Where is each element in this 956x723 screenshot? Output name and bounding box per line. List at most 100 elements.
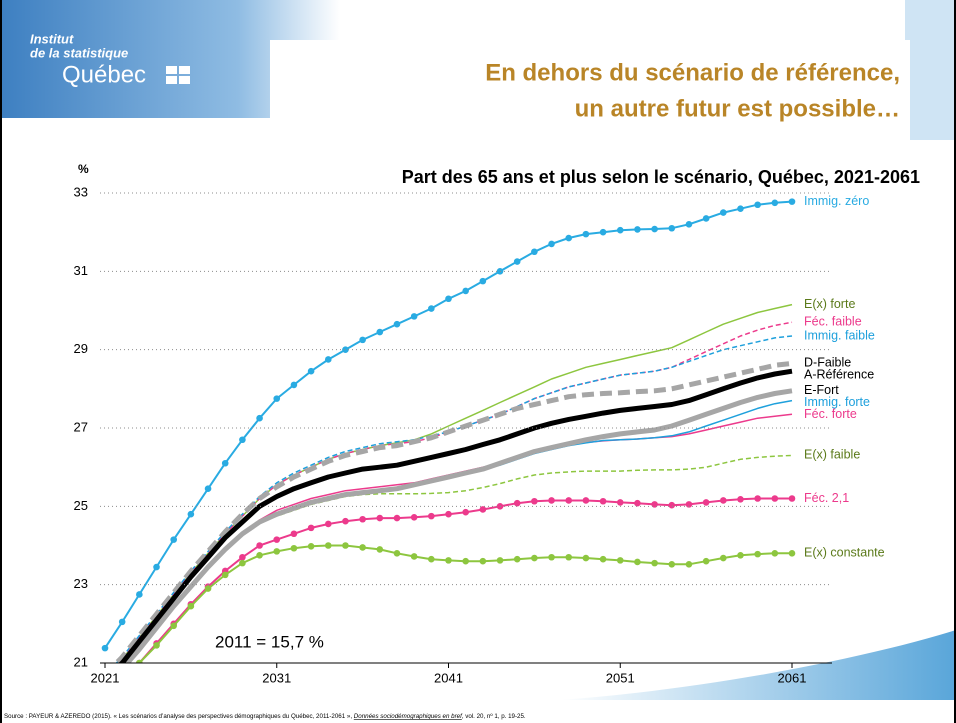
marker [307,367,315,375]
y-tick-label: 33 [74,184,88,199]
marker [531,248,538,256]
marker [702,499,710,506]
marker [445,295,452,303]
marker [376,514,384,522]
marker [359,544,366,551]
marker [702,215,710,222]
marker [565,234,573,242]
y-tick-label: 25 [74,498,88,513]
marker [788,198,796,205]
marker [634,499,641,507]
marker [668,561,676,568]
marker [737,551,744,559]
logo-line: Institut [30,31,74,46]
marker [479,557,487,565]
marker [616,226,624,234]
y-tick-label: 23 [74,576,88,591]
logo-line: de la statistique [30,45,128,60]
heading: En dehors du scénario de référence, [485,59,900,86]
marker [221,459,229,467]
marker [720,497,727,504]
banner-right [905,0,956,140]
marker [204,585,212,592]
logo-flag [166,66,190,84]
marker [153,563,160,571]
source-details: , vol. 20, nº 1, p. 19-25. [462,713,526,720]
chart-title: Part des 65 ans et plus selon le scénari… [402,167,920,187]
marker [479,506,487,513]
marker [582,554,590,562]
marker [359,336,366,344]
marker [324,542,332,549]
marker [462,508,469,516]
marker [462,557,469,565]
x-tick-label: 2041 [434,670,463,685]
marker [428,512,435,520]
marker [513,258,521,265]
series-line [112,360,793,663]
plot [101,198,796,663]
marker [513,499,521,507]
series-label: E(x) constante [804,546,885,560]
marker [737,205,744,212]
series-line [118,368,793,663]
series-label: Immig. zéro [804,194,869,208]
series-label: Immig. faible [804,328,875,342]
marker [737,495,744,503]
y-tick-label: 27 [74,419,88,434]
x-tick-label: 2061 [778,670,807,685]
marker [513,555,521,563]
marker [771,199,779,207]
marker [359,515,366,523]
marker [136,591,143,598]
marker [187,602,195,610]
marker [239,436,246,444]
marker [153,642,160,649]
marker [239,553,246,561]
marker [788,495,796,502]
series-label: Féc. faible [804,315,862,329]
x-tick-label: 2031 [262,670,291,685]
series-line [124,388,793,663]
marker [410,313,418,320]
marker [239,559,246,567]
marker [324,520,332,528]
marker [702,557,710,565]
marker [393,550,401,557]
marker [445,510,452,518]
marker [548,497,555,504]
marker [771,550,779,557]
series-label: E-Fort [804,383,839,397]
marker [342,542,349,549]
series-label: E(x) faible [804,448,860,462]
series-label: D-Faible [804,356,851,370]
source: Source : PAYEUR & AZEREDO (2015). « Les … [4,713,526,720]
marker [170,536,177,543]
marker [256,542,263,549]
source-text: Source : PAYEUR & AZEREDO (2015). « Les … [4,713,354,720]
series-label: A-Référence [804,368,874,382]
marker [496,557,504,564]
marker [720,209,727,216]
marker [668,501,676,509]
marker [445,557,452,564]
marker [634,226,641,233]
heading-box [270,40,910,150]
source-publication: Données sociodémographiques en bref [354,713,463,720]
marker [754,201,761,209]
marker [531,554,538,562]
marker [290,381,298,389]
marker [393,320,401,328]
marker [531,497,538,505]
series-line [115,335,793,663]
series-label: E(x) forte [804,297,855,311]
heading: un autre futur est possible… [575,95,900,122]
marker [290,530,298,538]
marker [479,277,487,285]
marker [754,495,761,502]
logo-name: Québec [62,61,146,88]
y-tick-label: 31 [74,263,88,278]
y-tick-label: 29 [74,341,88,356]
decor-swoosh [560,630,956,700]
marker [771,495,779,502]
